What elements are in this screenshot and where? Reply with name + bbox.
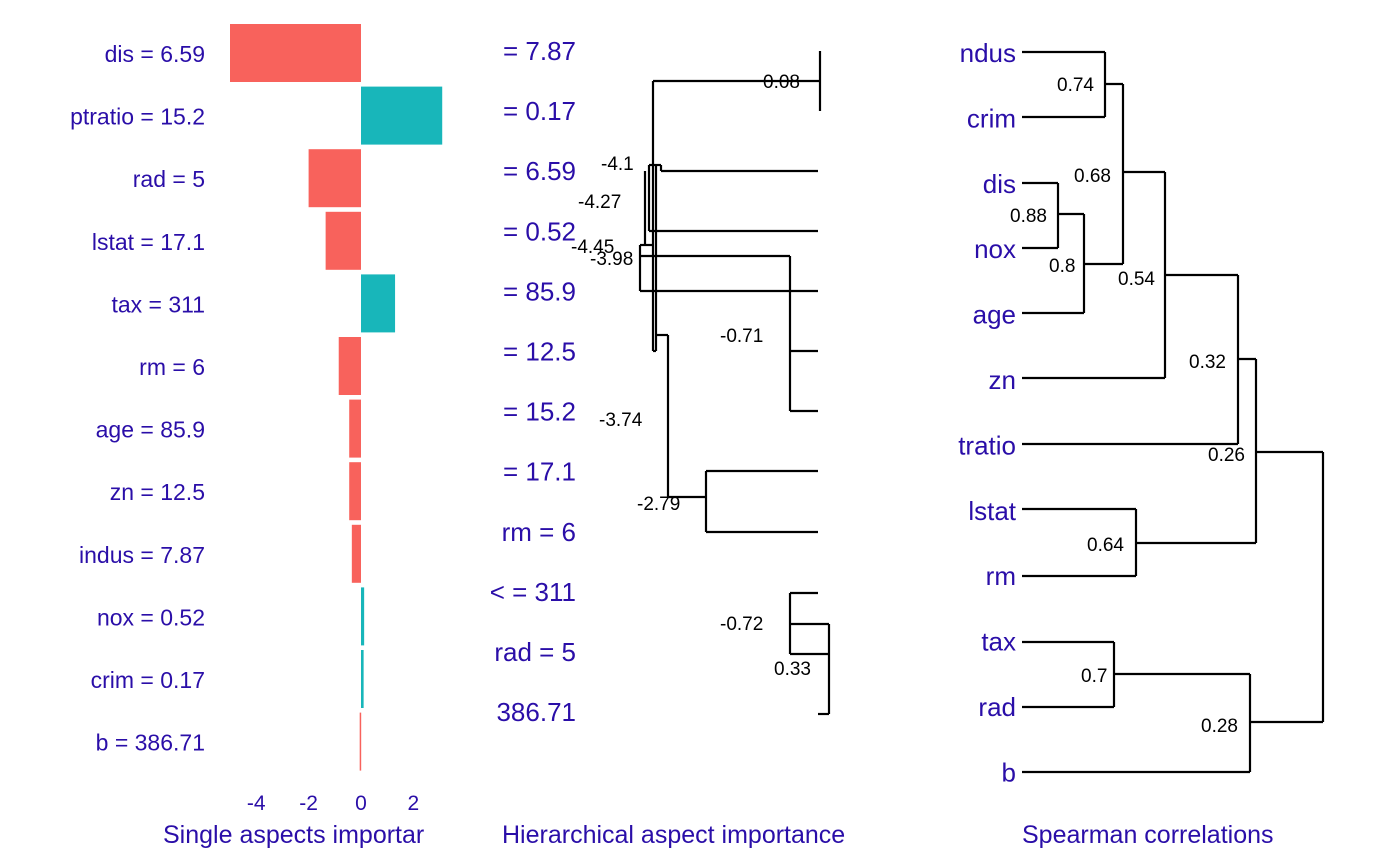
- leaf-label: = 0.17: [503, 96, 576, 126]
- node-value-label: 0.28: [1201, 716, 1238, 737]
- bar-1: [361, 86, 443, 145]
- node-value-label: 0.68: [1074, 166, 1111, 187]
- category-label: crim = 0.17: [91, 667, 205, 693]
- leaf-label: age: [973, 300, 1016, 330]
- bar-3: [325, 211, 361, 270]
- node-value-label: -2.79: [637, 494, 680, 515]
- node-value-label: -0.71: [720, 326, 763, 347]
- leaf-label: dis: [983, 169, 1016, 199]
- hierarchical-panel: = 7.87 = 0.17 = 6.59 = 0.52 = 85.9 = 12.5 = 15…: [490, 36, 845, 849]
- node-value-label: 0.7: [1081, 666, 1107, 687]
- bar-10: [361, 650, 364, 708]
- leaf-label: crim: [967, 103, 1016, 133]
- category-label: age = 85.9: [96, 417, 205, 443]
- category-label: zn = 12.5: [110, 479, 205, 505]
- bar-11: [359, 712, 362, 771]
- leaf-label: 386.71: [496, 697, 576, 727]
- leaf-label: b: [1002, 757, 1016, 787]
- leaf-label: rm: [986, 561, 1016, 591]
- bar-2: [308, 149, 361, 208]
- category-label: tax = 311: [111, 291, 205, 317]
- leaf-label: tratio: [958, 430, 1016, 460]
- node-value-label: -3.74: [599, 410, 643, 431]
- category-label: rm = 6: [139, 354, 205, 380]
- node-value-label: 0.88: [1010, 206, 1047, 227]
- node-value-label: -0.72: [720, 614, 763, 635]
- node-value-label: 0.26: [1208, 445, 1245, 466]
- leaf-label: = 12.5: [503, 337, 576, 367]
- node-value-label: 0.54: [1118, 269, 1155, 290]
- panel-title: Single aspects importar: [163, 821, 424, 849]
- node-value-label: 0.8: [1049, 256, 1075, 277]
- bar-8: [351, 524, 361, 583]
- bar-4: [361, 274, 396, 333]
- category-label: rad = 5: [133, 166, 205, 192]
- bar-9: [361, 587, 365, 646]
- category-label: nox = 0.52: [97, 604, 205, 630]
- x-tick-label: -2: [299, 792, 318, 815]
- leaf-label: rm = 6: [502, 517, 576, 547]
- leaf-label: = 17.1: [503, 457, 576, 487]
- panel-title: Spearman correlations: [1022, 821, 1274, 849]
- node-value-label: 0.08: [763, 72, 800, 93]
- bar-0: [230, 24, 361, 82]
- category-label: dis = 6.59: [105, 41, 205, 67]
- leaf-label: zn: [989, 365, 1016, 395]
- leaf-label: rad = 5: [494, 637, 576, 667]
- bar-6: [349, 399, 361, 458]
- leaf-label: = 7.87: [503, 36, 576, 66]
- node-value-label: 0.32: [1189, 352, 1226, 373]
- category-label: b = 386.71: [96, 730, 205, 756]
- leaf-label: = 85.9: [503, 276, 576, 306]
- category-label: lstat = 17.1: [92, 229, 205, 255]
- node-value-label: 0.74: [1057, 75, 1094, 96]
- node-value-label: -3.98: [590, 249, 633, 270]
- bar-7: [349, 462, 361, 521]
- leaf-label: ndus: [960, 38, 1016, 68]
- leaf-label: = 15.2: [503, 397, 576, 427]
- panel-title: Hierarchical aspect importance: [502, 821, 845, 849]
- node-value-label: -4.45: [571, 237, 614, 258]
- node-value-label: 0.33: [774, 659, 811, 680]
- node-value-label: -4.27: [578, 192, 621, 213]
- bar-5: [338, 337, 361, 395]
- x-tick-label: -4: [247, 792, 266, 815]
- node-value-label: 0.64: [1087, 535, 1124, 556]
- leaf-label: nox: [974, 234, 1016, 264]
- leaf-label: rad: [978, 692, 1016, 722]
- node-value-label: -4.1: [601, 154, 634, 175]
- single-aspects-panel: dis = 6.59 ptratio = 15.2 rad = 5 lstat = 1…: [70, 24, 443, 849]
- leaf-label: = 6.59: [503, 156, 576, 186]
- category-label: ptratio = 15.2: [70, 104, 205, 130]
- x-tick-label: 0: [355, 792, 367, 815]
- category-label: indus = 7.87: [79, 542, 205, 568]
- leaf-label: tax: [981, 627, 1016, 657]
- spearman-panel: ndus crim dis nox age zn tratio lstat rm tax rad b 0…: [958, 38, 1325, 849]
- leaf-label: = 0.52: [503, 216, 576, 246]
- x-tick-label: 2: [408, 792, 420, 815]
- leaf-label: < = 311: [490, 577, 576, 607]
- leaf-label: lstat: [968, 496, 1016, 526]
